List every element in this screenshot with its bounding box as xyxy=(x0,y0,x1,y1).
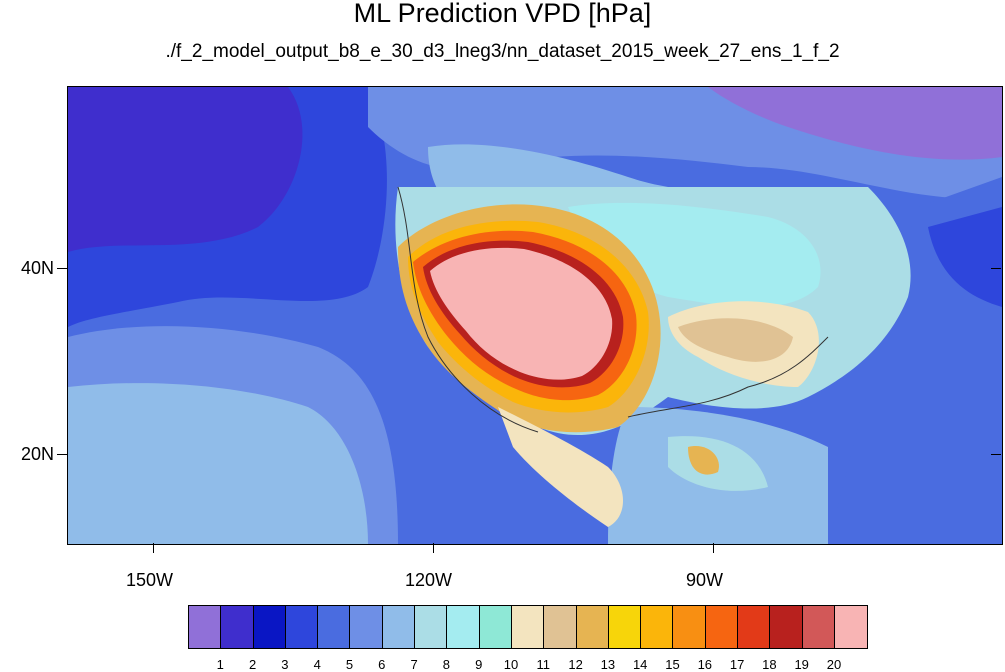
lat-label-40n: 40N xyxy=(21,258,55,278)
southeast-core xyxy=(678,318,793,362)
lon-tick-120w xyxy=(433,543,434,553)
lat-tick-40n-right xyxy=(991,268,1001,269)
colorbar-swatch xyxy=(479,606,512,648)
lat-tick-40n xyxy=(57,268,67,269)
colorbar-swatch xyxy=(382,606,416,648)
colorbar-swatch xyxy=(673,606,706,648)
colorbar-label: 19 xyxy=(794,657,809,672)
colorbar-label: 6 xyxy=(378,657,386,672)
colorbar-swatch xyxy=(447,606,480,648)
lat-tick-20n xyxy=(57,454,67,455)
colorbar-swatch xyxy=(576,606,609,648)
colorbar-label: 2 xyxy=(248,657,257,672)
colorbar-swatch xyxy=(285,606,319,648)
colorbar-swatch xyxy=(318,606,351,648)
lon-tick-90w xyxy=(713,543,714,553)
vpd-field-svg xyxy=(68,87,1002,544)
colorbar-label: 7 xyxy=(410,657,418,672)
colorbar-swatch xyxy=(544,606,577,648)
mexico-strip xyxy=(498,407,623,527)
colorbar-label: 18 xyxy=(762,657,777,672)
colorbar-swatch xyxy=(608,606,642,648)
colorbar-swatch xyxy=(705,606,739,648)
hudson-low xyxy=(708,87,1002,160)
colorbar-swatch xyxy=(834,606,868,648)
colorbar-swatch xyxy=(415,606,448,648)
lon-label-120w: 120W xyxy=(405,570,453,590)
atlantic-low xyxy=(928,207,1002,307)
colorbar-label: 12 xyxy=(568,657,583,672)
map-subtitle: ./f_2_model_output_b8_e_30_d3_lneg3/nn_d… xyxy=(165,41,840,62)
southwest-core xyxy=(430,247,613,380)
colorbar-swatch xyxy=(350,606,383,648)
colorbar-label: 1 xyxy=(216,657,224,672)
lon-label-90w: 90W xyxy=(686,570,724,590)
lon-label-150w: 150W xyxy=(126,570,174,590)
vpd-map xyxy=(67,86,1003,545)
lat-label-20n: 20N xyxy=(21,444,55,464)
colorbar-swatch xyxy=(641,606,674,648)
pacific-low xyxy=(68,87,303,252)
colorbar-swatch xyxy=(511,606,545,648)
colorbar-swatch xyxy=(738,606,771,648)
colorbar-label: 16 xyxy=(697,657,713,672)
colorbar-swatch xyxy=(802,606,835,648)
colorbar-swatch xyxy=(770,606,803,648)
colorbar-label: 15 xyxy=(665,657,680,672)
colorbar-swatch xyxy=(253,606,286,648)
colorbar xyxy=(188,605,869,649)
colorbar-label: 9 xyxy=(475,657,483,672)
colorbar-label: 3 xyxy=(281,657,289,672)
colorbar-label: 8 xyxy=(442,657,451,672)
colorbar-label: 11 xyxy=(536,657,551,672)
colorbar-label: 20 xyxy=(826,657,842,672)
map-title: ML Prediction VPD [hPa] xyxy=(353,0,652,28)
lon-tick-150w xyxy=(153,543,154,553)
yucatan-warm xyxy=(688,446,719,475)
colorbar-label: 17 xyxy=(729,657,745,672)
colorbar-swatch xyxy=(221,606,254,648)
colorbar-label: 4 xyxy=(313,657,321,672)
lat-tick-20n-right xyxy=(991,454,1001,455)
colorbar-label: 14 xyxy=(632,657,648,672)
colorbar-swatch xyxy=(189,606,222,648)
gulf-coastline xyxy=(627,336,829,418)
west-coastline xyxy=(397,186,539,433)
colorbar-label: 13 xyxy=(600,657,616,672)
colorbar-label: 5 xyxy=(345,657,354,672)
tropic-pacific xyxy=(68,383,368,544)
colorbar-label: 10 xyxy=(503,657,519,672)
